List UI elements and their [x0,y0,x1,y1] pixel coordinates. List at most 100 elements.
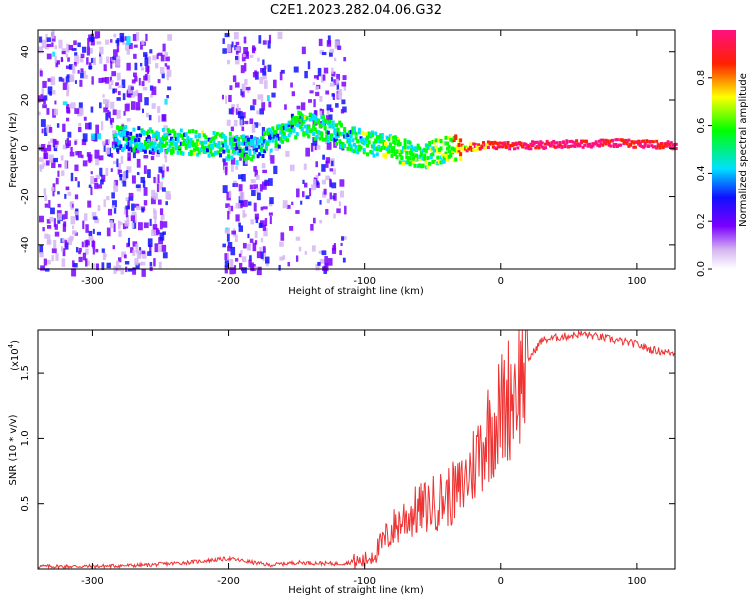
heatmap-cell [343,143,347,148]
heatmap-cell [240,141,244,146]
heatmap-cell [135,141,139,146]
heatmap-cell [442,156,446,161]
heatmap-cell [116,109,121,119]
heatmap-cell [127,152,131,161]
heatmap-cell [116,125,120,130]
heatmap-cell [74,80,77,84]
heatmap-cell [293,66,299,73]
heatmap-cell [316,144,321,150]
heatmap-cell [192,151,196,156]
heatmap-cell [330,137,334,142]
heatmap-cell [266,95,270,102]
heatmap-cell [464,145,468,149]
heatmap-cell [168,144,172,149]
heatmap-cell [632,141,636,145]
heatmap-cell [312,82,316,86]
heatmap-cell [268,178,273,186]
heatmap-cell [335,103,339,108]
heatmap-cell [238,151,242,156]
heatmap-cell [45,33,48,43]
heatmap-cell [339,122,343,127]
heatmap-cell [326,138,330,143]
heatmap-cell [431,139,435,144]
heatmap-y-tick-label: -20 [20,188,31,204]
heatmap-cell [118,230,122,237]
heatmap-cell [149,244,152,253]
heatmap-cell [124,130,128,135]
heatmap-cell [426,145,430,150]
snr-y-label: SNR (10 * v/v) [8,414,19,485]
heatmap-cell [501,145,505,149]
heatmap-cell [251,138,255,143]
heatmap-cell [436,161,440,166]
heatmap-cell [465,149,469,153]
heatmap-cell [642,145,646,149]
heatmap-cell [269,136,273,141]
heatmap-cell [244,78,248,85]
colorbar-gradient [712,30,736,269]
heatmap-cell [341,236,345,241]
heatmap-cell [342,257,346,263]
heatmap-cell [71,225,75,230]
heatmap-cell [333,137,337,142]
heatmap-cell [346,139,350,144]
heatmap-cell [158,144,162,149]
heatmap-cell [313,110,318,117]
heatmap-x-tick-label: 100 [627,276,646,287]
heatmap-cell [279,241,284,247]
heatmap-cell [261,153,265,158]
heatmap-cell [341,99,346,105]
heatmap-cell [294,118,298,123]
heatmap-cell [262,224,267,231]
heatmap-cell [591,144,595,148]
heatmap-cell [258,35,262,44]
heatmap-cell [256,251,262,259]
heatmap-cell [452,138,456,143]
heatmap-cell [291,91,295,97]
heatmap-cell [202,146,206,151]
heatmap-cell [570,139,574,143]
heatmap-cell [82,46,87,53]
heatmap-cell [477,145,481,149]
heatmap-cell [145,131,149,136]
heatmap-cell [303,124,307,129]
colorbar-ticks: 0.00.20.40.60.8 [696,70,712,277]
heatmap-cell [252,242,257,252]
heatmap-cell [253,266,259,270]
heatmap-cell [196,146,200,151]
heatmap-cell [268,34,272,44]
heatmap-cell [310,113,314,118]
heatmap-cell [186,139,190,144]
heatmap-cell [130,101,136,110]
heatmap-cell [537,142,541,146]
heatmap-cell [334,123,338,128]
heatmap-cell [295,118,299,123]
heatmap-cell [250,139,254,144]
heatmap-cell [343,57,347,62]
heatmap-cell [163,133,167,138]
heatmap-cell [238,225,244,232]
heatmap-cell [315,91,320,97]
heatmap-cell [465,146,469,150]
heatmap-cell [455,147,459,152]
heatmap-cell [207,144,211,149]
heatmap-cell [219,153,223,158]
heatmap-cell [130,91,136,98]
heatmap-cell [280,232,285,241]
heatmap-cell [235,202,241,209]
heatmap-cell [230,141,234,146]
heatmap-cell [361,130,365,135]
heatmap-cell [351,148,355,153]
heatmap-cell [113,207,117,214]
heatmap-cell [66,84,70,93]
heatmap-cell [231,107,234,115]
heatmap-cell [581,139,585,143]
heatmap-cell [247,233,250,239]
heatmap-cell [163,136,167,141]
heatmap-cell [334,57,337,62]
heatmap-cell [374,139,378,144]
heatmap-cell [159,232,165,241]
heatmap-cell [619,138,623,142]
heatmap-cell [222,149,226,154]
heatmap-cell [70,146,73,153]
